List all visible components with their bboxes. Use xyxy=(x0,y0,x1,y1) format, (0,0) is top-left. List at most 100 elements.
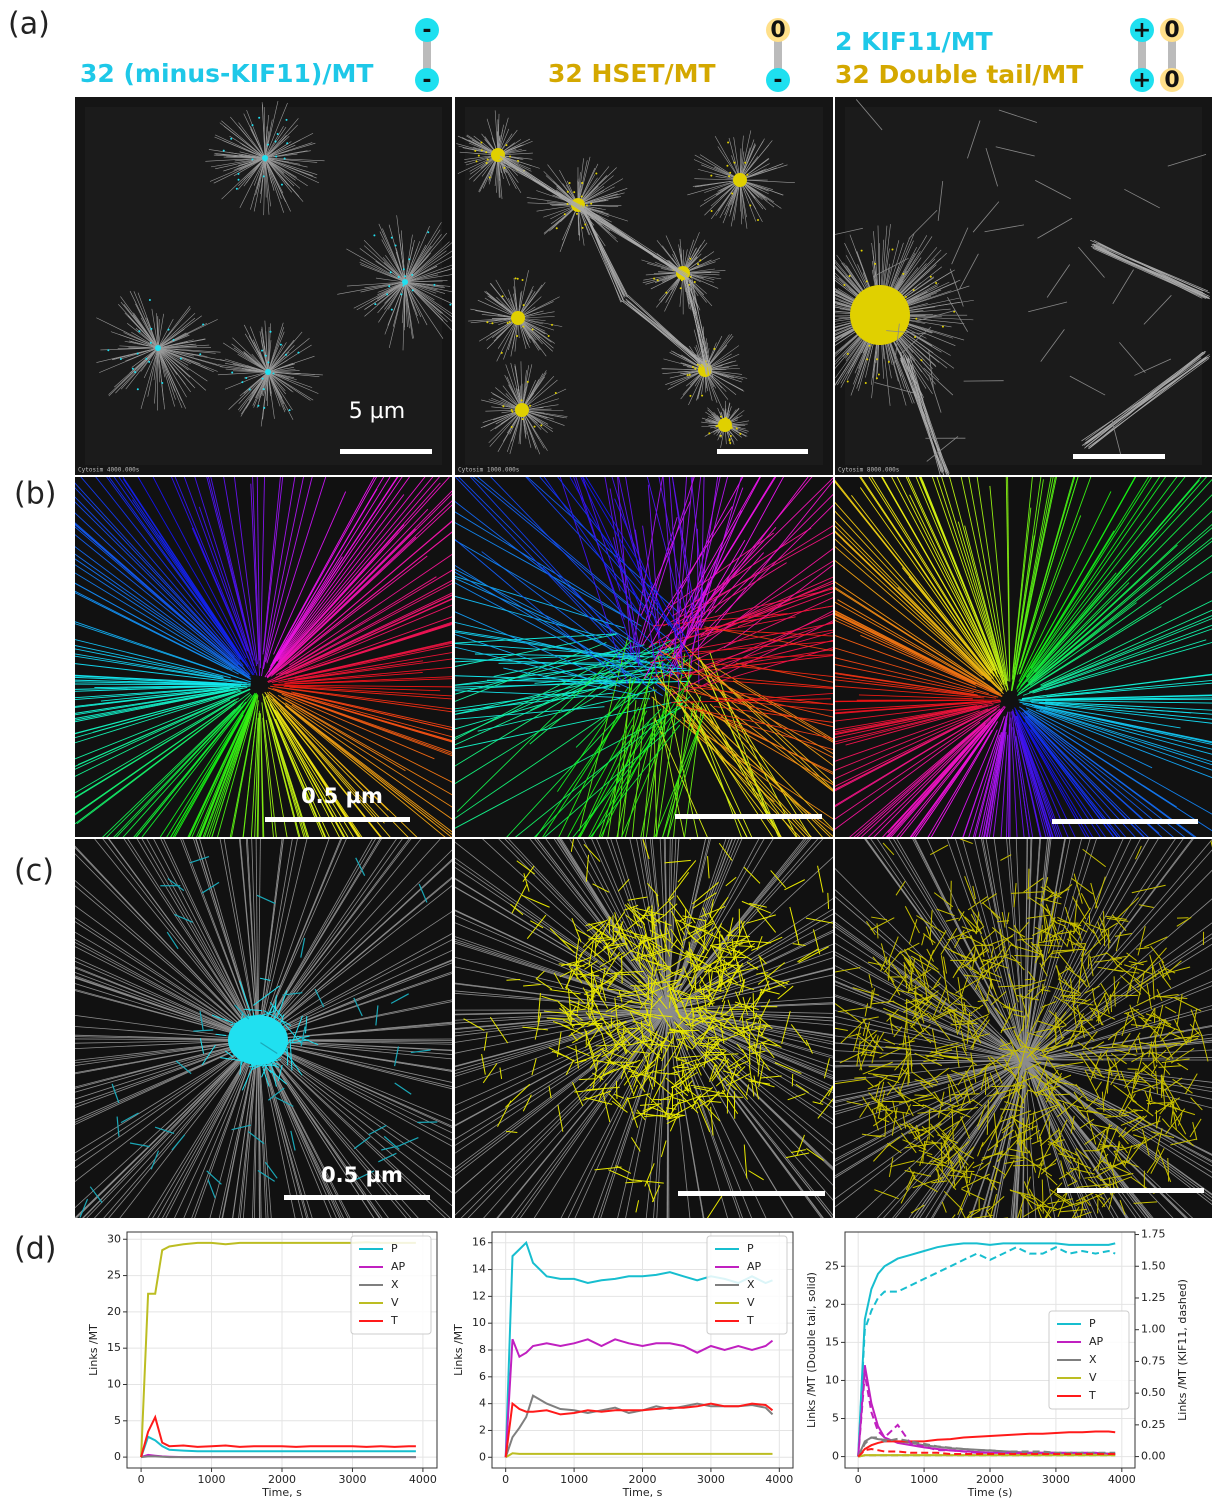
motor xyxy=(168,329,170,331)
filament xyxy=(1186,1231,1215,1232)
motor xyxy=(402,285,404,287)
filament xyxy=(1182,1225,1186,1237)
motor xyxy=(913,289,915,291)
motor xyxy=(516,335,518,337)
motor xyxy=(716,425,718,427)
motor xyxy=(728,425,730,427)
filament xyxy=(1010,1158,1023,1159)
motor xyxy=(749,205,751,207)
motor xyxy=(729,172,731,174)
motor xyxy=(863,292,865,294)
motor xyxy=(687,374,689,376)
motor xyxy=(236,188,238,190)
motor xyxy=(449,304,451,306)
motor xyxy=(520,411,522,413)
motor xyxy=(156,348,158,350)
filament xyxy=(1196,1269,1212,1290)
motor xyxy=(888,361,890,363)
motor xyxy=(590,203,592,205)
motor xyxy=(739,179,741,181)
motor xyxy=(257,405,259,407)
filament xyxy=(983,1218,1008,1221)
motor xyxy=(942,326,944,328)
motor xyxy=(223,150,225,152)
motor xyxy=(757,219,759,221)
motor xyxy=(509,155,511,157)
motor xyxy=(694,368,696,370)
motor xyxy=(865,382,867,384)
motor xyxy=(920,359,922,361)
motor xyxy=(860,327,862,329)
motor xyxy=(891,249,893,251)
motor xyxy=(270,331,272,333)
motor xyxy=(711,210,713,212)
motor xyxy=(398,276,400,278)
filament xyxy=(1131,1257,1166,1258)
motor xyxy=(586,204,588,206)
motor xyxy=(595,173,597,175)
motor xyxy=(893,310,895,312)
motor xyxy=(487,159,489,161)
motor xyxy=(692,366,694,368)
filament xyxy=(1140,1309,1170,1314)
motor xyxy=(262,378,264,380)
motor xyxy=(390,271,392,273)
motor xyxy=(930,276,932,278)
motor xyxy=(870,325,872,327)
motor xyxy=(584,223,586,225)
motor xyxy=(284,157,286,159)
motor xyxy=(689,258,691,260)
motor xyxy=(427,231,429,233)
motor xyxy=(701,395,703,397)
motor xyxy=(478,155,480,157)
motor xyxy=(263,407,265,409)
motor xyxy=(230,138,232,140)
motor xyxy=(728,175,730,177)
motor xyxy=(699,259,701,261)
motor xyxy=(529,405,531,407)
motor xyxy=(509,321,511,323)
motor xyxy=(263,388,265,390)
motor xyxy=(523,304,525,306)
motor xyxy=(391,237,393,239)
motor xyxy=(286,119,288,121)
filament xyxy=(613,916,614,943)
motor xyxy=(878,374,880,376)
motor xyxy=(272,373,274,375)
motor xyxy=(386,293,388,295)
motor xyxy=(231,371,233,373)
motor xyxy=(517,278,519,280)
motor xyxy=(148,361,150,363)
filament xyxy=(1027,1221,1050,1230)
motor xyxy=(149,299,151,301)
motor xyxy=(859,307,861,309)
motor xyxy=(251,124,253,126)
motor xyxy=(486,162,488,164)
filament xyxy=(996,1221,1009,1224)
motor xyxy=(404,275,406,277)
filament xyxy=(938,1169,939,1183)
filament xyxy=(915,1095,928,1096)
motor xyxy=(403,268,405,270)
motor xyxy=(879,312,881,314)
motor xyxy=(744,176,746,178)
motor xyxy=(935,282,937,284)
motor xyxy=(264,160,266,162)
motor xyxy=(569,182,571,184)
motor xyxy=(275,156,277,158)
image-panel xyxy=(455,97,833,475)
motor xyxy=(245,377,247,379)
motor xyxy=(689,374,691,376)
motor xyxy=(582,227,584,229)
motor xyxy=(180,358,182,360)
motor xyxy=(481,149,483,151)
motor xyxy=(703,369,705,371)
motor xyxy=(581,196,583,198)
motor xyxy=(150,342,152,344)
motor xyxy=(150,328,152,330)
motor xyxy=(689,395,691,397)
aster-core xyxy=(850,285,910,345)
motor xyxy=(915,318,917,320)
motor xyxy=(710,175,712,177)
motor xyxy=(515,277,517,279)
